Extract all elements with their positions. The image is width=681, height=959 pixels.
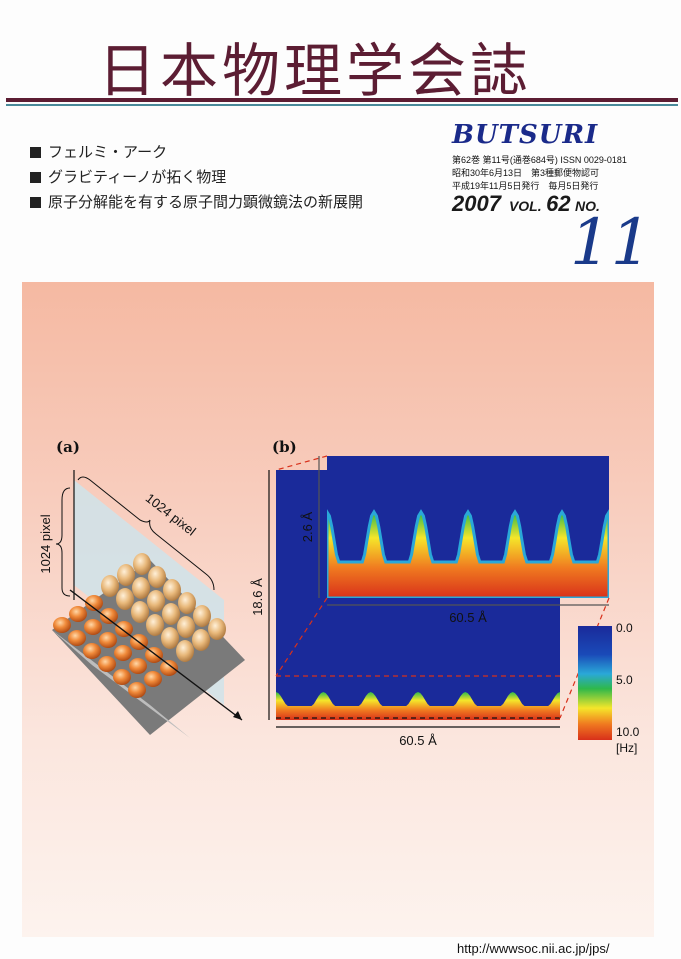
inset-width-label: 60.5 Å	[449, 610, 487, 625]
vol-label: VOL.	[508, 198, 542, 214]
atom-bump	[163, 579, 181, 601]
atom-bump	[146, 614, 164, 636]
brace-x	[77, 476, 215, 591]
atom-bump	[99, 632, 117, 648]
lower-wave-shape	[276, 692, 560, 720]
no-label: NO.	[575, 198, 600, 214]
vol-number: 62	[546, 191, 571, 216]
colorbar-unit: [Hz]	[616, 741, 637, 755]
atom-bump	[84, 619, 102, 635]
inset-height-label: 2.6 Å	[300, 511, 315, 542]
lower-wave-band	[276, 675, 560, 720]
atom-bump	[115, 621, 133, 637]
atom-bump	[133, 553, 151, 575]
topic-text: グラビティーノが拓く物理	[48, 168, 227, 186]
zoom-guide-left	[275, 597, 328, 677]
title-rule-maroon	[6, 98, 678, 102]
publication-meta: 第62巻 第11号(通巻684号) ISSN 0029-0181 昭和30年6月…	[452, 154, 627, 193]
atom-bump	[116, 588, 134, 610]
dim-y-label: 1024 pixel	[38, 514, 53, 573]
atom-bump	[145, 647, 163, 663]
scan-arrow-icon	[233, 711, 242, 720]
atom-bump	[117, 564, 135, 586]
atom-bump	[176, 640, 194, 662]
main-height-label: 18.6 Å	[250, 578, 265, 616]
meta-line: 第62巻 第11号(通巻684号) ISSN 0029-0181	[452, 155, 627, 165]
atom-bump	[144, 671, 162, 687]
atom-bump	[177, 616, 195, 638]
panel-a-label: (a)	[56, 438, 80, 456]
atom-bump	[193, 605, 211, 627]
atom-bump	[131, 601, 149, 623]
atom-bump	[85, 595, 103, 611]
topic-text: 原子分解能を有する原子間力顕微鏡法の新展開	[48, 193, 364, 211]
dim-x-label: 1024 pixel	[143, 490, 199, 538]
topic-item: グラビティーノが拓く物理	[30, 165, 363, 190]
atom-bump	[148, 566, 166, 588]
atom-bump	[101, 575, 119, 597]
year: 2007	[452, 191, 501, 216]
atom-bump	[83, 643, 101, 659]
meta-line: 昭和30年6月13日 第3種郵便物認可	[452, 168, 600, 178]
atom-bump	[128, 682, 146, 698]
colorbar-tick: 0.0	[616, 621, 633, 635]
atom-bump	[178, 592, 196, 614]
brand-logo: BUTSURI	[452, 120, 599, 150]
atom-bump	[69, 606, 87, 622]
atom-bump	[192, 629, 210, 651]
atom-bump	[98, 656, 116, 672]
colorbar-tick: 10.0	[616, 725, 640, 739]
volume-line: 2007 VOL. 62 NO.	[452, 191, 600, 217]
square-bullet-icon	[30, 172, 41, 183]
atom-bump	[161, 627, 179, 649]
atom-bump	[114, 645, 132, 661]
scan-line	[69, 589, 243, 721]
colorbar	[578, 626, 612, 740]
panel-b-label: (b)	[272, 438, 297, 456]
issue-number: 11	[570, 206, 652, 280]
atom-bump	[162, 603, 180, 625]
topic-item: フェルミ・アーク	[30, 140, 363, 165]
inset-wave-shape	[327, 509, 609, 598]
atom-bump	[160, 660, 178, 676]
atom-bump	[68, 630, 86, 646]
colorbar-tick: 5.0	[616, 673, 633, 687]
atom-bump	[147, 590, 165, 612]
title-rule-teal	[6, 104, 678, 106]
atom-bump	[53, 617, 71, 633]
atom-bump	[132, 577, 150, 599]
website-url[interactable]: http://wwwsoc.nii.ac.jp/jps/	[457, 941, 610, 956]
atom-bump	[100, 608, 118, 624]
square-bullet-icon	[30, 197, 41, 208]
main-width-label: 60.5 Å	[399, 733, 437, 748]
inset-wave-band	[327, 509, 609, 598]
topic-item: 原子分解能を有する原子間力顕微鏡法の新展開	[30, 190, 363, 215]
atom-bump	[129, 658, 147, 674]
journal-title: 日本物理学会誌	[98, 37, 533, 105]
afm-surface-bumps	[53, 553, 226, 698]
topic-text: フェルミ・アーク	[48, 143, 168, 161]
atom-bump	[208, 618, 226, 640]
feature-topics: フェルミ・アーク グラビティーノが拓く物理 原子分解能を有する原子間力顕微鏡法の…	[30, 140, 363, 215]
brace-y	[55, 487, 71, 597]
atom-bump	[113, 669, 131, 685]
meta-line: 平成19年11月5日発行 毎月5日発行	[452, 181, 599, 191]
square-bullet-icon	[30, 147, 41, 158]
